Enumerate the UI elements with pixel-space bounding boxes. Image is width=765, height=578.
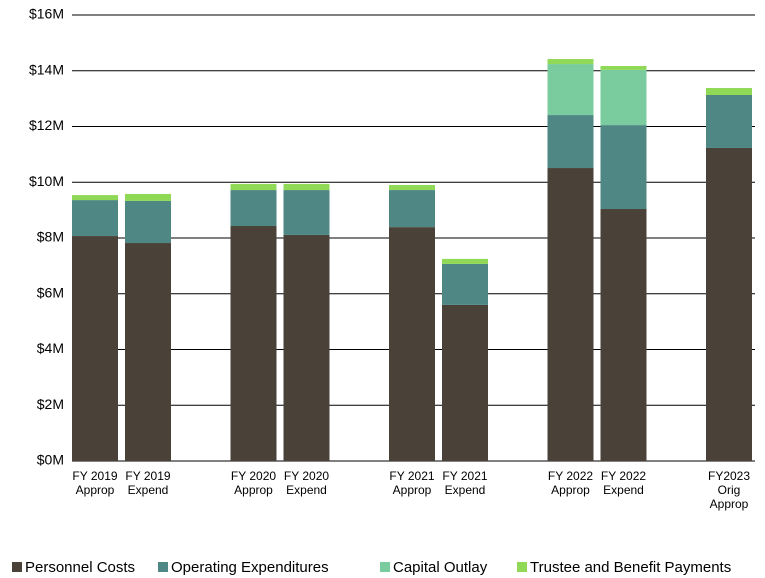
- bar-segment: [547, 115, 594, 169]
- bar-segment: [230, 226, 277, 461]
- y-tick-label: $14M: [29, 61, 64, 77]
- legend-swatch: [380, 562, 390, 572]
- legend-swatch: [158, 562, 168, 572]
- x-tick-label: Approp: [393, 483, 432, 497]
- y-tick-label: $10M: [29, 173, 64, 189]
- x-tick-label: Expend: [128, 483, 169, 497]
- bar-segment: [600, 125, 647, 210]
- bar-segment: [600, 66, 647, 70]
- bar-segment: [706, 88, 752, 96]
- x-tick-label: Approp: [710, 497, 749, 511]
- bar-segment: [442, 304, 488, 461]
- y-tick-label: $0M: [37, 452, 64, 468]
- legend-label: Personnel Costs: [25, 559, 135, 576]
- bar-segment: [547, 64, 594, 116]
- bar-segment: [600, 209, 647, 461]
- bar-segment: [600, 69, 647, 126]
- y-tick-label: $6M: [37, 284, 64, 300]
- legend-swatch: [517, 562, 527, 572]
- y-tick-label: $2M: [37, 396, 64, 412]
- y-tick-label: $4M: [37, 340, 64, 356]
- x-tick-label: Approp: [234, 483, 273, 497]
- bar-segment: [389, 185, 435, 191]
- bar-segment: [389, 227, 435, 461]
- x-tick-label: FY 2022: [548, 469, 593, 483]
- legend-label: Operating Expenditures: [171, 559, 329, 576]
- bar-segment: [230, 183, 277, 191]
- bar-segment: [547, 168, 594, 461]
- x-tick-label: Expend: [286, 483, 327, 497]
- x-tick-label: FY 2022: [601, 469, 646, 483]
- x-tick-label: FY 2019: [125, 469, 170, 483]
- bar-segment: [125, 243, 171, 461]
- y-tick-label: $16M: [29, 6, 64, 22]
- legend-swatch: [12, 562, 22, 572]
- x-tick-label: FY 2020: [231, 469, 276, 483]
- x-tick-label: Orig: [718, 483, 741, 497]
- legend-label: Trustee and Benefit Payments: [530, 559, 731, 576]
- bar-segment: [706, 147, 752, 461]
- y-tick-label: $12M: [29, 117, 64, 133]
- bar-segment: [283, 234, 330, 461]
- x-tick-label: Expend: [603, 483, 644, 497]
- bar-segment: [442, 263, 488, 305]
- x-tick-label: FY 2021: [389, 469, 434, 483]
- x-tick-label: FY 2020: [284, 469, 329, 483]
- legend: Personnel Costs Operating Expenditures Cap…: [12, 559, 731, 576]
- bar-segment: [547, 59, 594, 65]
- bar-segment: [230, 190, 277, 227]
- bar-segment: [72, 200, 118, 237]
- bar-segment: [72, 236, 118, 461]
- x-tick-label: FY 2021: [442, 469, 487, 483]
- x-tick-label: Approp: [76, 483, 115, 497]
- x-tick-label: Expend: [445, 483, 486, 497]
- bar-segment: [283, 190, 330, 235]
- bar-segment: [706, 95, 752, 148]
- x-tick-label: Approp: [551, 483, 590, 497]
- bar-segment: [389, 190, 435, 228]
- x-tick-label: FY2023: [708, 469, 750, 483]
- bar-segment: [283, 183, 330, 191]
- x-tick-label: FY 2019: [72, 469, 117, 483]
- bar-segment: [72, 195, 118, 201]
- bar-segment: [125, 200, 171, 244]
- legend-label: Capital Outlay: [393, 559, 488, 576]
- bar-segment: [125, 193, 171, 201]
- y-tick-label: $8M: [37, 229, 64, 245]
- bar-segment: [442, 258, 488, 264]
